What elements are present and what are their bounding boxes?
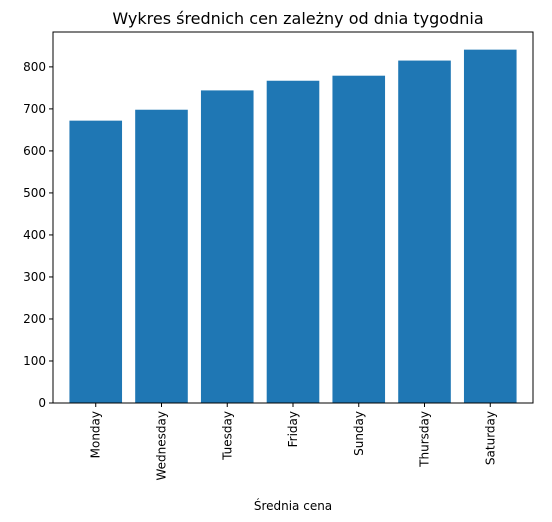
y-tick-label: 800: [23, 60, 46, 74]
bar-saturday: [463, 49, 517, 404]
y-tick-label: 600: [23, 144, 46, 158]
y-tick-label: 400: [23, 228, 46, 242]
x-tick-label: Friday: [286, 411, 300, 447]
bar-thursday: [398, 60, 451, 403]
x-tick-label: Saturday: [483, 411, 497, 465]
bars-group: [69, 49, 517, 404]
y-tick-label: 700: [23, 102, 46, 116]
bar-monday: [69, 120, 123, 404]
x-tick-label: Monday: [89, 411, 103, 458]
y-tick-label: 0: [38, 396, 46, 410]
y-tick-label: 500: [23, 186, 46, 200]
bar-wednesday: [135, 109, 188, 403]
bar-friday: [266, 80, 320, 404]
y-tick-label: 200: [23, 312, 46, 326]
x-tick-label: Wednesday: [154, 411, 168, 480]
y-tick-label: 100: [23, 354, 46, 368]
y-axis: 0 100 200 300 400 500 600 700 800: [23, 60, 53, 410]
bar-tuesday: [200, 90, 254, 404]
y-tick-label: 300: [23, 270, 46, 284]
chart-title: Wykres średnich cen zależny od dnia tygo…: [112, 9, 483, 28]
x-tick-label: Tuesday: [220, 411, 234, 461]
x-tick-label: Thursday: [418, 411, 432, 468]
plot-frame: [52, 31, 534, 404]
x-axis: Monday Wednesday Tuesday Friday Sunday Thursd…: [89, 403, 497, 480]
x-tick-label: Sunday: [352, 411, 366, 456]
x-axis-label: Średnia cena: [254, 498, 332, 513]
bar-sunday: [332, 75, 386, 403]
